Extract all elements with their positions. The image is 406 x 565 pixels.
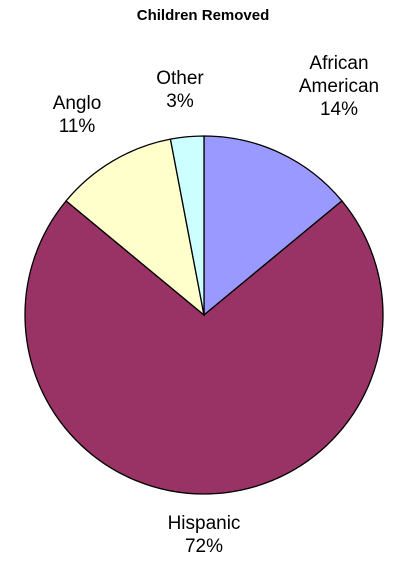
slice-label-anglo: Anglo 11% — [32, 92, 122, 138]
slice-percent: 3% — [166, 91, 194, 112]
slice-percent: 72% — [184, 536, 224, 557]
slice-name-line: American — [298, 76, 380, 97]
slice-name-line: Anglo — [52, 93, 102, 114]
slice-label-african-american: African American 14% — [287, 52, 391, 121]
slice-name-line: African — [309, 53, 369, 74]
slice-percent: 11% — [58, 116, 96, 137]
slice-label-other: Other 3% — [134, 67, 226, 113]
slice-label-hispanic: Hispanic 72% — [134, 512, 274, 558]
slice-name-line: Hispanic — [167, 513, 241, 534]
chart-title: Children Removed — [136, 7, 270, 24]
slice-percent: 14% — [319, 99, 359, 120]
pie-slice-anglo — [65, 138, 205, 317]
pie-slice-african-american — [203, 135, 343, 317]
pie-slice-other — [169, 135, 205, 316]
pie-slice-hispanic — [24, 199, 384, 495]
slice-name-line: Other — [156, 68, 204, 89]
